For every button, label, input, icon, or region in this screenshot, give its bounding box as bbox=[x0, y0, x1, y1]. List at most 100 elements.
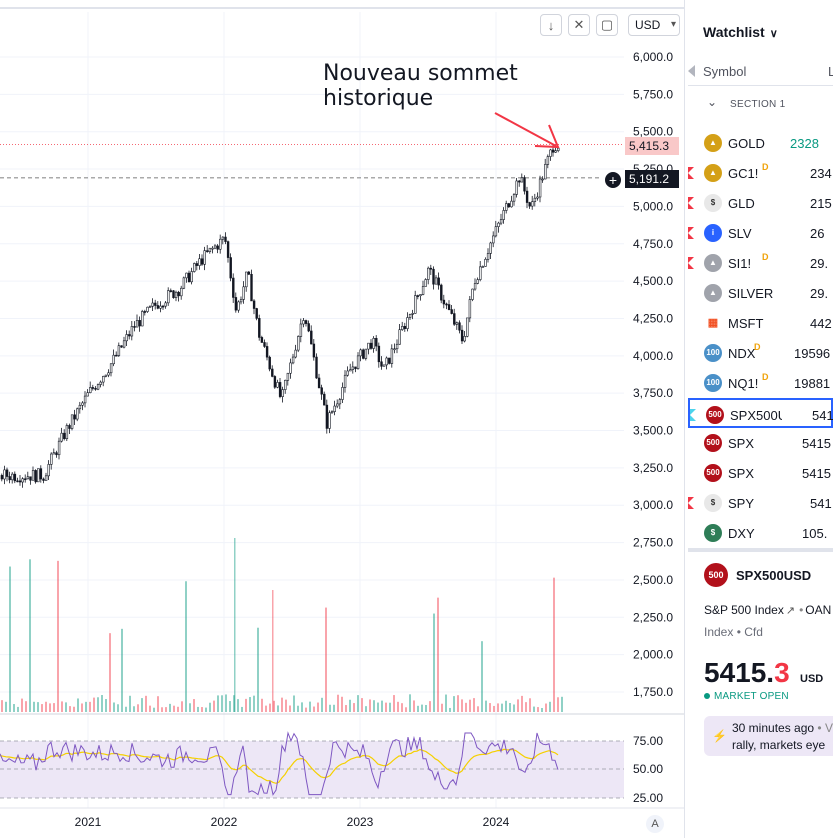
row-last-price: 105. bbox=[802, 526, 828, 541]
flag-icon[interactable] bbox=[688, 227, 694, 239]
candle-body bbox=[5, 469, 9, 477]
candle-body bbox=[52, 452, 56, 455]
candle-body bbox=[312, 343, 316, 358]
candle-body bbox=[492, 235, 495, 244]
volume-bar bbox=[437, 597, 439, 712]
auto-scale-button[interactable]: A bbox=[646, 815, 664, 833]
symbol-logo-icon: $ bbox=[704, 524, 722, 542]
volume-bar bbox=[269, 703, 271, 712]
candle-body bbox=[447, 304, 451, 310]
rsi-tick-label: 25.00 bbox=[633, 791, 663, 805]
flag-icon[interactable] bbox=[688, 497, 694, 509]
watchlist-row[interactable]: ▲ GC1! D 234 bbox=[688, 158, 833, 188]
candle-body bbox=[320, 387, 323, 395]
volume-bar bbox=[205, 707, 207, 712]
flag-icon[interactable] bbox=[688, 167, 694, 179]
fullscreen-icon[interactable]: ▢ bbox=[596, 14, 618, 36]
detail-symbol[interactable]: SPX500USD bbox=[736, 568, 812, 583]
watchlist-row[interactable]: 100 NDX D 19596 bbox=[688, 338, 833, 368]
candle-body bbox=[206, 250, 209, 252]
volume-bar bbox=[409, 694, 411, 712]
candle-body bbox=[258, 318, 261, 338]
volume-bar bbox=[529, 698, 531, 712]
y-tick-label: 1,750.0 bbox=[633, 685, 673, 699]
annotation-arrow bbox=[494, 112, 557, 147]
watchlist-row[interactable]: $ SPY 541 bbox=[688, 488, 833, 518]
column-last[interactable]: L bbox=[828, 64, 833, 79]
y-tick-label: 4,250.0 bbox=[633, 311, 673, 325]
y-tick-label: 6,000.0 bbox=[633, 50, 673, 64]
candle-body bbox=[531, 201, 534, 207]
candle-body bbox=[377, 345, 381, 363]
volume-bar bbox=[513, 704, 515, 712]
news-card[interactable]: ⚡ 30 minutes ago • V rally, markets eye bbox=[704, 716, 833, 756]
row-symbol: SPX bbox=[728, 466, 755, 481]
price-integer: 5415. bbox=[704, 657, 775, 688]
watchlist-panel: Watchlist ∨ Symbol L ⌄ SECTION 1 ▲ GOLD 232… bbox=[688, 0, 833, 838]
watchlist-row[interactable]: ▲ SI1! D 29. bbox=[688, 248, 833, 278]
candle-body bbox=[57, 440, 61, 456]
watchlist-row[interactable]: ▲ SILVER 29. bbox=[688, 278, 833, 308]
exchange-text[interactable]: OAN bbox=[805, 603, 832, 617]
candle-body bbox=[276, 382, 279, 388]
candle-body bbox=[273, 376, 277, 388]
watchlist-row[interactable]: ▦ MSFT 442 bbox=[688, 308, 833, 338]
candle-body bbox=[37, 468, 40, 483]
chart-pane[interactable]: 6,000.05,750.05,500.05,250.05,000.04,750… bbox=[0, 0, 685, 838]
flag-icon[interactable] bbox=[688, 197, 694, 209]
volume-bar bbox=[253, 695, 255, 712]
volume-bar bbox=[385, 702, 387, 712]
flag-icon[interactable] bbox=[690, 409, 696, 421]
external-link-icon[interactable]: ↗ bbox=[785, 605, 796, 617]
watchlist-row[interactable]: 500 SPX 5415 bbox=[688, 458, 833, 488]
volume-bar bbox=[185, 581, 187, 712]
add-alert-plus-icon[interactable]: + bbox=[604, 171, 622, 189]
candle-body bbox=[510, 200, 513, 208]
row-last-price: 19596 bbox=[794, 346, 831, 361]
candle-body bbox=[336, 403, 339, 407]
volume-bar bbox=[41, 704, 43, 712]
watchlist-row[interactable]: i SLV 26 bbox=[688, 218, 833, 248]
y-tick-label: 5,500.0 bbox=[633, 125, 673, 139]
delayed-badge: D bbox=[762, 162, 769, 172]
candle-body bbox=[468, 299, 472, 319]
candle-body bbox=[408, 313, 412, 318]
currency-select[interactable]: USD ▾ bbox=[628, 14, 680, 36]
flag-icon[interactable] bbox=[688, 257, 694, 269]
watchlist-row[interactable]: $ DXY 105. bbox=[688, 518, 833, 548]
candle-body bbox=[289, 362, 292, 374]
price-chart[interactable]: 6,000.05,750.05,500.05,250.05,000.04,750… bbox=[0, 0, 684, 838]
symbol-logo-icon: 500 bbox=[704, 434, 722, 452]
candle-body bbox=[247, 271, 251, 275]
volume-bar bbox=[545, 703, 547, 712]
volume-bar bbox=[197, 706, 199, 712]
volume-bar bbox=[105, 699, 107, 712]
watchlist-row[interactable]: 500 SPX 5415 bbox=[688, 428, 833, 458]
candle-body bbox=[551, 149, 555, 153]
section-header[interactable]: ⌄ SECTION 1 bbox=[688, 92, 833, 118]
volume-bar bbox=[113, 702, 115, 712]
watchlist-row[interactable]: 500 SPX500USD 541 bbox=[688, 398, 833, 428]
volume-bar bbox=[149, 705, 151, 712]
volume-bar bbox=[557, 697, 559, 712]
download-arrow-icon[interactable]: ↓ bbox=[540, 14, 562, 36]
collapse-icon[interactable]: ✕ bbox=[568, 14, 590, 36]
candle-body bbox=[489, 242, 492, 254]
volume-bar bbox=[537, 707, 539, 712]
column-symbol[interactable]: Symbol bbox=[703, 64, 747, 79]
candle-body bbox=[190, 271, 193, 283]
watchlist-row[interactable]: ▲ GOLD 2328 bbox=[688, 128, 833, 158]
candle-body bbox=[437, 277, 440, 286]
volume-bar bbox=[285, 699, 287, 712]
volume-bar bbox=[272, 590, 274, 712]
volume-bar bbox=[277, 705, 279, 712]
candle-body bbox=[198, 258, 201, 266]
x-tick-label: 2023 bbox=[347, 815, 374, 829]
candle-body bbox=[187, 272, 191, 283]
candle-body bbox=[414, 295, 417, 314]
candle-body bbox=[185, 272, 188, 279]
volume-bar bbox=[417, 705, 419, 712]
watchlist-header[interactable]: Watchlist ∨ bbox=[703, 24, 778, 40]
watchlist-row[interactable]: 100 NQ1! D 19881 bbox=[688, 368, 833, 398]
watchlist-row[interactable]: $ GLD 215 bbox=[688, 188, 833, 218]
